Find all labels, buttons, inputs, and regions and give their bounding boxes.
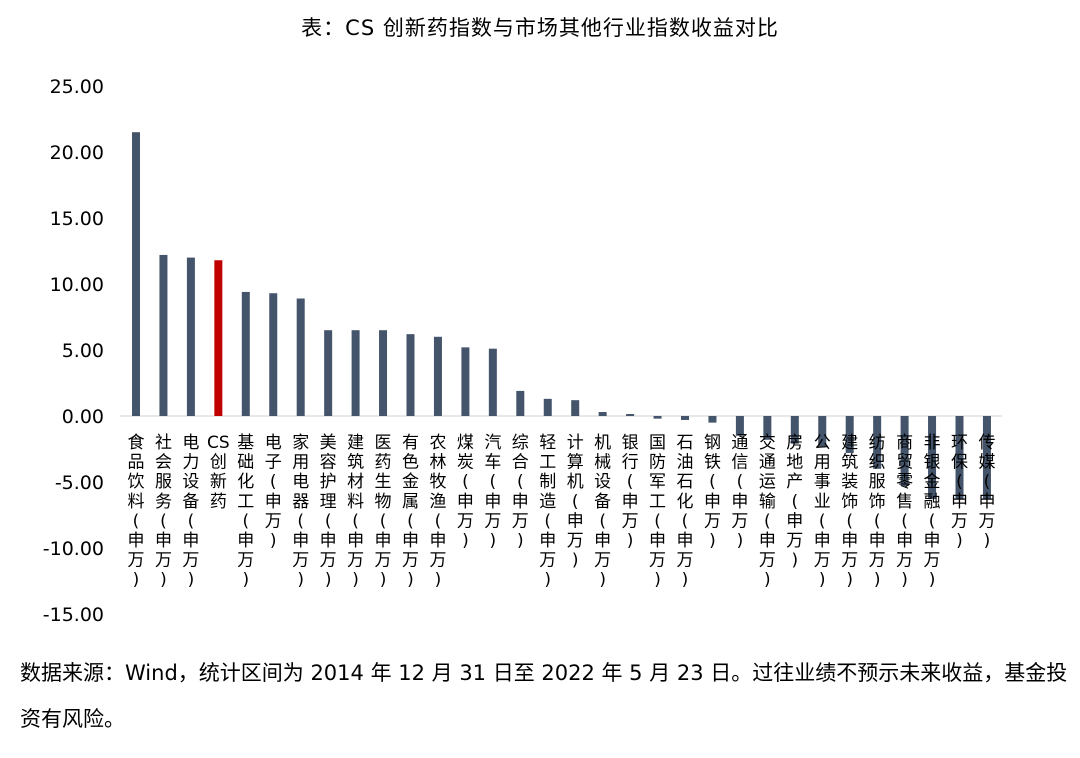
x-tick-label: 电子(申万) [265,433,282,551]
bar [433,336,442,416]
bar-highlight [214,260,223,416]
y-tick-label: 0.00 [62,406,104,428]
x-tick-label: CS 创新药 [207,433,230,512]
x-tick-label: 医药生物(申万) [375,433,392,590]
chart-title: 表：CS 创新药指数与市场其他行业指数收益对比 [301,16,779,40]
x-tick-label: 商贸零售(申万) [896,433,913,590]
x-tick-label: 机械设备(申万) [594,433,611,590]
y-axis: 25.00 20.00 15.00 10.00 5.00 0.00 -5.00 -10.00 -… [43,76,1002,626]
bar [982,416,991,500]
y-tick-label: 5.00 [62,340,104,362]
x-tick-label: 农林牧渔(申万) [429,433,446,590]
x-tick-label: 钢铁(申万) [704,433,721,551]
x-tick-label: 计算机(申万) [567,433,584,571]
y-tick-label: 15.00 [50,208,104,230]
bar [351,330,360,416]
x-tick-label: 纺织服饰(申万) [869,433,886,590]
bar [241,291,250,416]
x-tick-label: 环保(申万) [951,433,968,551]
bar [461,347,470,416]
bar [296,298,305,416]
source-note: 数据来源：Wind，统计区间为 2014 年 12 月 31 日至 2022 年… [20,661,1068,731]
x-tick-label: 美容护理(申万) [320,433,337,590]
bar [873,416,882,469]
x-tick-label: 通信(申万) [731,433,748,551]
bar [955,416,964,500]
bar [735,416,744,436]
x-tick-label: 社会服务(申万) [155,433,172,590]
bar [845,416,854,453]
bar [132,132,140,416]
x-tick-label: 家用电器(申万) [292,433,309,590]
bar [159,254,168,416]
x-tick-label: 轻工制造(申万) [539,433,556,590]
bar [790,416,799,444]
x-tick-label: 公用事业(申万) [814,433,831,590]
y-tick-label: -10.00 [43,538,104,560]
y-tick-label: -15.00 [43,604,104,626]
bar [516,390,525,416]
bar [598,412,607,416]
y-tick-label: -5.00 [55,472,104,494]
x-tick-label: 食品饮料(申万) [128,433,145,590]
bar [626,414,635,416]
bar [571,400,580,416]
x-tick-label: 有色金属(申万) [402,433,419,590]
bar [379,330,388,416]
bar [681,416,689,420]
y-tick-label: 20.00 [50,142,104,164]
x-tick-label: 综合(申万) [512,433,529,551]
x-tick-label: 建筑装饰(申万) [841,433,858,590]
x-tick-label: 汽车(申万) [484,433,501,551]
x-tick-label: 交通运输(申万) [759,433,776,590]
bar [269,293,278,416]
bar [324,330,333,416]
x-tick-label: 建筑材料(申万) [347,433,364,590]
y-tick-label: 25.00 [50,76,104,98]
x-tick-label: 非银金融(申万) [924,433,941,590]
bar [900,416,909,486]
x-tick-label: 电力设备(申万) [182,433,199,590]
bar [406,334,415,416]
bar [763,416,772,440]
x-tick-label: 基础化工(申万) [237,433,254,590]
bar [708,416,717,423]
bar [928,416,937,500]
x-tick-label: 国防军工(申万) [649,433,666,590]
bar [818,416,827,447]
bar [543,398,552,416]
x-tick-label: 传媒(申万) [978,433,995,551]
x-tick-label: 石油石化(申万) [677,433,694,590]
x-tick-label: 银行(申万) [622,433,639,551]
x-tick-label: 煤炭(申万) [457,433,474,551]
bars [132,132,991,500]
y-tick-label: 10.00 [50,274,104,296]
bar [653,416,662,419]
x-tick-label: 房地产(申万) [786,433,803,571]
bar [488,348,497,416]
bar [186,257,195,416]
